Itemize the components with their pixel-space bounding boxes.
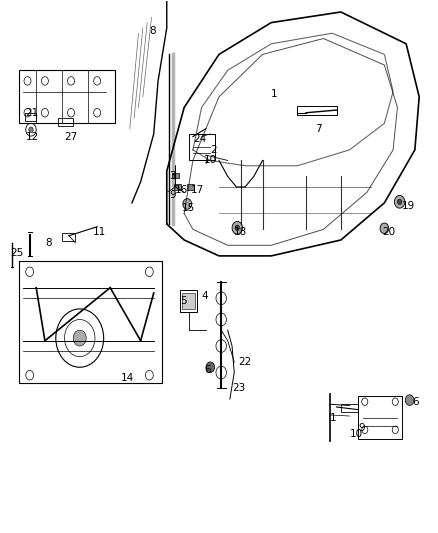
Bar — [297, 106, 336, 115]
Circle shape — [397, 199, 402, 205]
Text: 23: 23 — [232, 383, 245, 393]
Text: 22: 22 — [239, 357, 252, 367]
Text: 6: 6 — [204, 365, 210, 375]
Circle shape — [235, 225, 240, 230]
Text: 10: 10 — [350, 429, 363, 439]
Text: 16: 16 — [175, 184, 188, 195]
Text: 3: 3 — [169, 172, 176, 181]
Text: 11: 11 — [93, 227, 106, 237]
Text: 14: 14 — [121, 373, 134, 383]
Text: 8: 8 — [45, 238, 52, 248]
Text: 9: 9 — [358, 423, 365, 433]
Bar — [187, 184, 194, 190]
Circle shape — [394, 196, 405, 208]
Bar — [19, 261, 162, 383]
Text: 27: 27 — [64, 132, 78, 142]
Text: 17: 17 — [191, 184, 204, 195]
Text: 12: 12 — [25, 132, 39, 142]
Bar — [180, 290, 197, 312]
Text: 25: 25 — [10, 248, 23, 259]
Bar — [174, 184, 181, 190]
Circle shape — [405, 395, 414, 406]
Bar — [25, 113, 36, 120]
Circle shape — [73, 330, 86, 346]
Text: 6: 6 — [413, 397, 419, 407]
Bar — [62, 232, 75, 241]
Text: 10: 10 — [204, 156, 217, 165]
Circle shape — [206, 362, 215, 373]
Text: 21: 21 — [25, 108, 39, 118]
Circle shape — [232, 221, 243, 234]
Text: 2: 2 — [210, 145, 217, 155]
Bar — [19, 70, 115, 123]
Circle shape — [183, 199, 191, 209]
Bar — [172, 173, 179, 178]
Bar — [188, 134, 215, 160]
Text: 5: 5 — [180, 296, 187, 306]
Text: 9: 9 — [169, 190, 176, 200]
Text: 1: 1 — [271, 89, 278, 99]
Circle shape — [29, 127, 33, 132]
Text: 1: 1 — [330, 413, 337, 423]
Text: 8: 8 — [149, 26, 156, 36]
Text: 7: 7 — [315, 124, 321, 134]
Text: 18: 18 — [234, 227, 247, 237]
Bar — [58, 118, 73, 126]
Circle shape — [380, 223, 389, 233]
Bar — [182, 293, 195, 309]
Text: 15: 15 — [182, 203, 195, 213]
Bar — [341, 405, 358, 413]
Text: 19: 19 — [402, 200, 415, 211]
Text: 20: 20 — [382, 227, 396, 237]
Text: 24: 24 — [193, 134, 206, 144]
Bar — [358, 397, 402, 439]
Text: 4: 4 — [201, 290, 208, 301]
